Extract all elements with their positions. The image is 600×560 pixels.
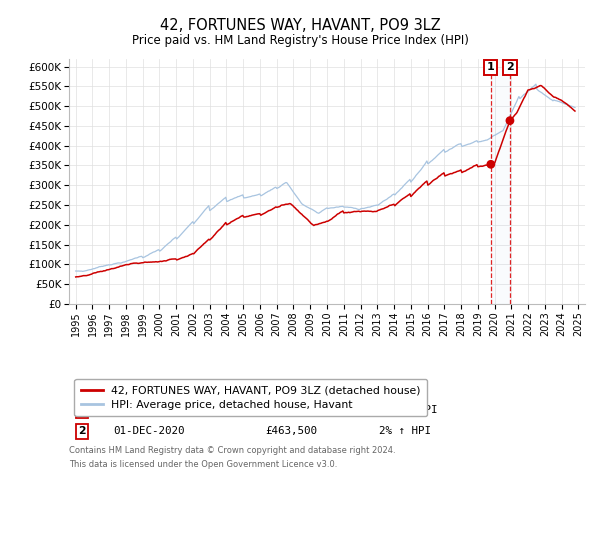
- Bar: [491, 59, 510, 304]
- Text: 17% ↓ HPI: 17% ↓ HPI: [379, 405, 437, 416]
- Text: 2% ↑ HPI: 2% ↑ HPI: [379, 426, 431, 436]
- Text: £463,500: £463,500: [265, 426, 317, 436]
- Text: 01-DEC-2020: 01-DEC-2020: [113, 426, 184, 436]
- Text: Price paid vs. HM Land Registry's House Price Index (HPI): Price paid vs. HM Land Registry's House …: [131, 34, 469, 47]
- Text: 2: 2: [78, 426, 86, 436]
- Text: 1: 1: [487, 63, 495, 72]
- Point: [505, 116, 515, 125]
- Text: £353,000: £353,000: [265, 405, 317, 416]
- Text: 11-OCT-2019: 11-OCT-2019: [113, 405, 184, 416]
- Text: This data is licensed under the Open Government Licence v3.0.: This data is licensed under the Open Gov…: [69, 460, 337, 469]
- Text: 42, FORTUNES WAY, HAVANT, PO9 3LZ: 42, FORTUNES WAY, HAVANT, PO9 3LZ: [160, 18, 440, 32]
- Legend: 42, FORTUNES WAY, HAVANT, PO9 3LZ (detached house), HPI: Average price, detached: 42, FORTUNES WAY, HAVANT, PO9 3LZ (detac…: [74, 379, 427, 417]
- Text: Contains HM Land Registry data © Crown copyright and database right 2024.: Contains HM Land Registry data © Crown c…: [69, 446, 395, 455]
- Text: 2: 2: [506, 63, 514, 72]
- Point: [486, 160, 496, 169]
- Text: 1: 1: [78, 405, 86, 416]
